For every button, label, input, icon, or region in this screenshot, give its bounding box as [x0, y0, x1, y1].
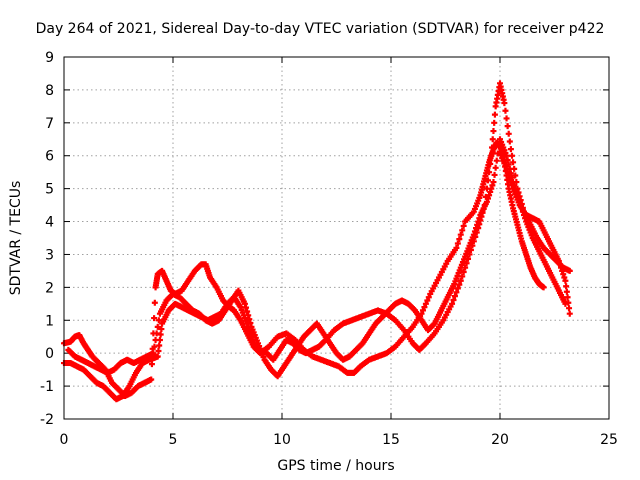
data-point: [151, 315, 158, 322]
data-point: [504, 123, 511, 130]
data-point: [457, 231, 464, 238]
data-point: [493, 157, 500, 164]
data-point: [154, 323, 161, 330]
data-point: [457, 277, 464, 284]
data-point: [486, 169, 493, 176]
data-point: [490, 179, 497, 186]
y-tick-label: 2: [45, 280, 54, 296]
y-tick-label: 0: [45, 346, 54, 362]
data-point: [148, 361, 155, 368]
data-point: [491, 171, 498, 178]
data-point: [563, 288, 570, 295]
y-tick-label: 9: [45, 50, 54, 66]
plot-area: [61, 80, 573, 403]
y-tick-label: -1: [40, 379, 54, 395]
data-point: [451, 293, 458, 300]
plot-frame: [63, 56, 610, 420]
data-point: [421, 304, 428, 311]
data-point: [424, 297, 431, 304]
data-point: [155, 317, 162, 324]
y-tick-label: 1: [45, 313, 54, 329]
data-point: [454, 285, 461, 292]
data-point: [491, 111, 498, 118]
data-point: [503, 115, 510, 122]
data-point: [456, 281, 463, 288]
data-point: [153, 330, 160, 337]
y-axis-label: SDTVAR / TECUs: [8, 181, 24, 296]
data-point: [507, 146, 514, 153]
data-point: [450, 296, 457, 303]
data-point: [151, 299, 158, 306]
data-point: [151, 343, 158, 350]
y-tick-label: -2: [40, 412, 54, 428]
series-trace-d: [497, 149, 573, 317]
data-point: [485, 177, 492, 184]
data-point: [487, 160, 494, 167]
data-point: [502, 107, 509, 114]
data-point: [506, 138, 513, 145]
y-tick-label: 7: [45, 116, 54, 132]
data-point: [453, 244, 460, 251]
data-point: [150, 350, 157, 357]
data-point: [488, 152, 495, 159]
data-point: [453, 289, 460, 296]
data-point: [419, 307, 426, 314]
data-point: [489, 144, 496, 151]
data-point: [566, 310, 573, 317]
x-tick-label: 5: [169, 432, 178, 448]
data-point: [501, 100, 508, 107]
data-point: [158, 326, 165, 333]
x-tick-label: 25: [600, 432, 618, 448]
data-point: [489, 136, 496, 143]
data-point: [460, 269, 467, 276]
data-point: [540, 284, 547, 291]
y-tick-label: 4: [45, 215, 54, 231]
data-point: [566, 305, 573, 312]
data-point: [155, 347, 162, 354]
data-point: [512, 172, 519, 179]
x-axis-label: GPS time / hours: [277, 458, 394, 474]
data-point: [566, 267, 573, 274]
y-tick-label: 5: [45, 182, 54, 198]
y-tick-label: 3: [45, 247, 54, 263]
series-trace-c: [65, 136, 569, 380]
data-point: [490, 128, 497, 135]
data-point: [454, 240, 461, 247]
data-point: [505, 130, 512, 137]
data-point: [510, 159, 517, 166]
x-tick-label: 20: [491, 432, 509, 448]
data-point: [449, 300, 456, 307]
data-point: [152, 337, 159, 344]
data-point: [508, 152, 515, 159]
x-tick-label: 10: [273, 432, 291, 448]
data-point: [422, 300, 429, 307]
data-point: [563, 283, 570, 290]
y-tick-label: 8: [45, 83, 54, 99]
data-point: [148, 376, 155, 383]
data-point: [492, 164, 499, 171]
data-point: [491, 119, 498, 126]
data-point: [460, 222, 467, 229]
series-trace-b: [61, 80, 573, 403]
data-point: [562, 277, 569, 284]
data-point: [564, 294, 571, 301]
data-point: [425, 294, 432, 301]
data-point: [154, 353, 161, 360]
data-point: [456, 236, 463, 243]
data-point: [565, 299, 572, 306]
y-tick-label: 6: [45, 149, 54, 165]
x-tick-label: 15: [382, 432, 400, 448]
chart-title: Day 264 of 2021, Sidereal Day-to-day VTE…: [36, 21, 605, 37]
data-point: [459, 227, 466, 234]
tick-labels: 0 5 10 15 20 25 -2 -1 0 1 2 3 4 5 6 7 8 9: [40, 50, 618, 448]
x-tick-label: 0: [60, 432, 69, 448]
